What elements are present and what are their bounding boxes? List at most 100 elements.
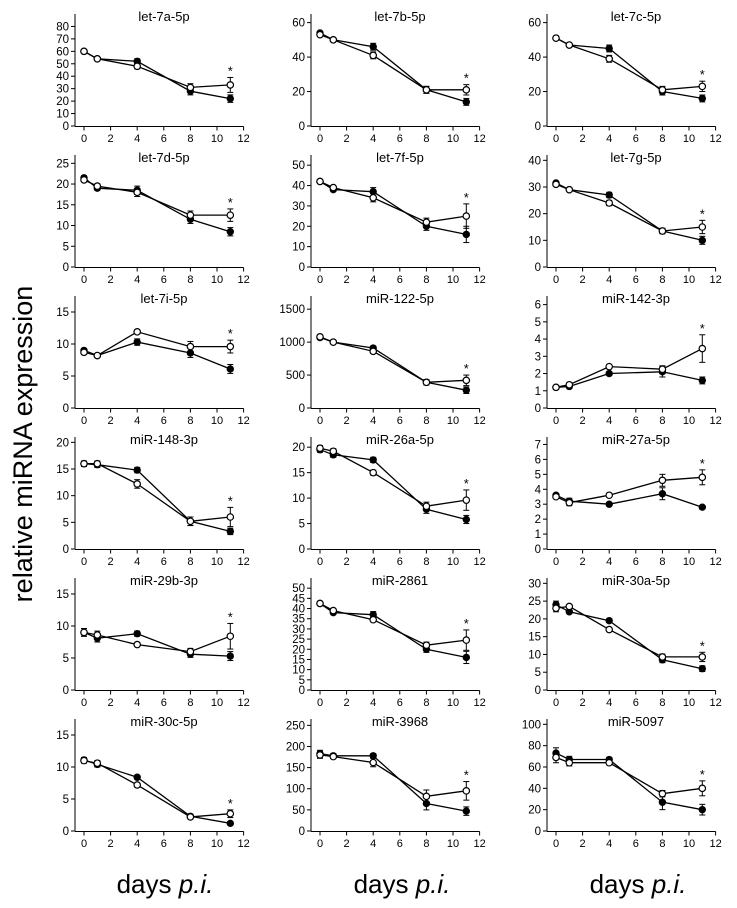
y-tick-label: 50 [292, 583, 305, 595]
x-tick-label: 6 [161, 274, 167, 286]
point-open [316, 177, 324, 186]
x-tick-label: 0 [317, 838, 323, 850]
point-filled [133, 338, 141, 346]
y-tick-label: 20 [56, 96, 69, 108]
y-tick-label: 5 [63, 794, 69, 806]
x-axis-label-italic: p.i. [415, 869, 451, 899]
x-tick-label: 6 [633, 133, 639, 145]
panel-let-7g-5p: 0 10 20 30 40 0 2 4 6 8 10 12 let-7g-5p * [528, 150, 722, 286]
x-tick-label: 10 [211, 697, 223, 709]
point-open [658, 86, 667, 94]
y-tick-label: 4 [535, 334, 542, 346]
x-tick-label: 6 [161, 697, 167, 709]
x-tick-label: 2 [344, 697, 350, 709]
panel-let-7f-5p: 0 10 20 30 40 50 0 2 4 6 8 10 12 let-7f-5p * [292, 150, 486, 286]
y-tick-label: 30 [528, 578, 541, 590]
point-open [565, 602, 574, 611]
x-tick-label: 12 [237, 697, 249, 709]
point-open [226, 81, 235, 89]
point-open [565, 758, 574, 767]
panel-title: let-7b-5p [374, 9, 425, 24]
x-tick-label: 6 [397, 274, 403, 286]
panel-let-7b-5p: 0 20 40 60 0 2 4 6 8 10 12 let-7b-5p * [292, 9, 486, 145]
point-open [133, 328, 142, 336]
x-tick-label: 10 [683, 133, 695, 145]
y-tick-label: 5 [535, 667, 541, 679]
y-tick-label: 0 [299, 826, 305, 838]
x-tick-label: 0 [81, 556, 87, 568]
x-tick-label: 10 [211, 556, 223, 568]
point-filled [226, 228, 235, 236]
x-tick-label: 0 [553, 415, 559, 427]
y-tick-label: 10 [56, 621, 69, 633]
x-tick-label: 6 [397, 556, 403, 568]
point-open [329, 183, 338, 192]
point-filled [605, 191, 613, 199]
point-open [186, 517, 195, 526]
point-open [93, 631, 102, 639]
x-tick-label: 10 [447, 556, 459, 568]
point-filled [605, 369, 613, 378]
panel-mir-30c-5p: 0 5 10 15 0 2 4 6 8 10 12 miR-30c-5p * [56, 714, 250, 850]
y-tick-label: 10 [56, 339, 69, 351]
point-filled [462, 653, 470, 662]
series-line-open [83, 179, 231, 216]
point-open [80, 756, 88, 765]
significance-star: * [700, 206, 705, 221]
x-tick-label: 12 [237, 274, 249, 286]
x-tick-label: 10 [447, 697, 459, 709]
point-filled [226, 527, 235, 536]
point-filled [698, 376, 706, 385]
panel-title: let-7i-5p [141, 291, 188, 306]
y-tick-label: 20 [292, 221, 305, 233]
series-line-filled [555, 752, 703, 811]
point-filled [698, 503, 706, 511]
x-tick-label: 12 [237, 838, 249, 850]
point-open [552, 34, 560, 42]
x-tick-label: 0 [317, 133, 323, 145]
x-tick-label: 10 [211, 415, 223, 427]
x-tick-label: 0 [553, 556, 559, 568]
point-filled [369, 456, 377, 464]
point-open [316, 444, 324, 453]
x-tick-label: 6 [161, 415, 167, 427]
x-axis-label-2: days p.i. [354, 869, 451, 899]
panel-title: miR-29b-3p [130, 573, 198, 588]
point-filled [462, 515, 470, 524]
point-filled [133, 466, 141, 474]
point-filled [658, 490, 667, 498]
x-tick-label: 4 [134, 697, 140, 709]
point-filled [369, 43, 377, 51]
x-axis-label-1: days p.i. [117, 869, 214, 899]
x-tick-label: 2 [344, 133, 350, 145]
series-line-filled [83, 177, 231, 233]
point-open [93, 54, 102, 63]
y-tick-label: 10 [56, 491, 69, 503]
y-tick-label: 10 [56, 762, 69, 774]
point-open [186, 813, 195, 821]
y-tick-label: 25 [56, 158, 69, 170]
point-open [698, 82, 707, 91]
y-tick-label: 20 [56, 179, 69, 191]
x-tick-label: 12 [473, 274, 485, 286]
point-open [565, 41, 574, 49]
y-tick-label: 0 [535, 826, 541, 838]
significance-star: * [228, 195, 233, 210]
panel-title: miR-26a-5p [366, 432, 434, 447]
y-tick-label: 20 [528, 209, 541, 221]
y-tick-label: 15 [56, 730, 69, 742]
point-filled [226, 652, 235, 660]
x-tick-label: 4 [370, 556, 376, 568]
y-tick-label: 5 [63, 241, 69, 253]
x-tick-label: 2 [108, 274, 114, 286]
point-filled [605, 44, 613, 53]
x-tick-label: 4 [134, 556, 140, 568]
x-tick-label: 12 [709, 415, 721, 427]
series-line-open [319, 180, 467, 223]
point-open [369, 615, 378, 624]
x-tick-label: 8 [187, 697, 193, 709]
y-tick-label: 25 [292, 634, 305, 646]
x-tick-label: 4 [134, 415, 140, 427]
y-tick-label: 100 [286, 784, 305, 796]
